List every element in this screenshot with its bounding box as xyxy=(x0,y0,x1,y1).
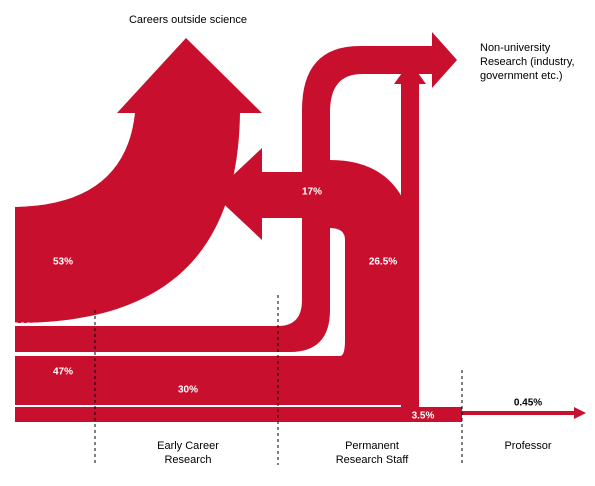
flow-label: 47% xyxy=(53,367,73,378)
prof-line xyxy=(462,411,575,415)
prof-band xyxy=(15,407,462,422)
nonuni-flow xyxy=(15,32,457,352)
flow-label: 53% xyxy=(53,257,73,268)
flows xyxy=(15,32,586,422)
stage-label: Research xyxy=(164,454,211,466)
prof-arrowhead xyxy=(574,407,586,419)
stage-label: Research Staff xyxy=(336,454,410,466)
flow-label: 26.5% xyxy=(369,257,397,268)
destination-label: Careers outside science xyxy=(129,14,247,26)
staff-nonuni-arrow xyxy=(394,62,426,410)
stage-label: Early Career xyxy=(157,440,219,452)
destination-label: Non-university xyxy=(480,42,551,54)
flow-label: 0.45% xyxy=(514,398,542,409)
flow-label: 30% xyxy=(178,385,198,396)
staff-blob xyxy=(15,160,415,405)
flow-label: 17% xyxy=(302,187,322,198)
staff-out-arrow xyxy=(213,148,340,240)
outside-flow xyxy=(15,38,262,323)
destination-label: Research (industry, xyxy=(480,56,575,68)
destination-label: government etc.) xyxy=(480,70,563,82)
stage-label: Professor xyxy=(504,440,551,452)
stage-label: Permanent xyxy=(345,440,399,452)
flow-label: 3.5% xyxy=(412,411,435,422)
